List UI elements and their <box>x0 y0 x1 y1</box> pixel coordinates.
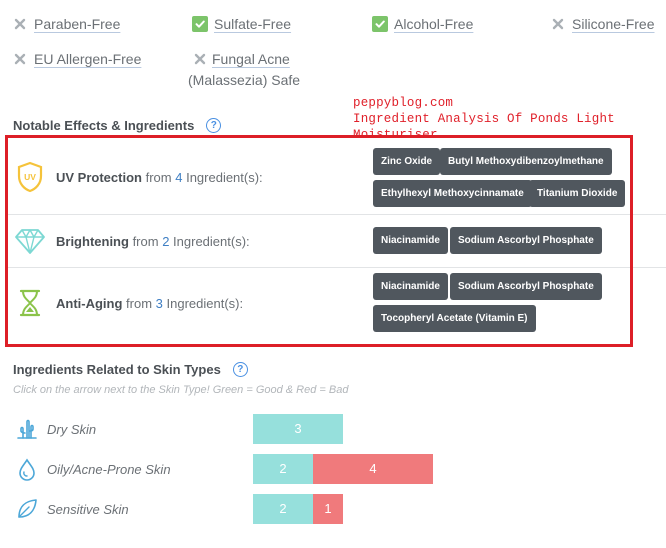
skin-type-label: Dry Skin <box>47 421 97 437</box>
skin-row-dry[interactable]: Dry Skin <box>14 416 96 442</box>
skin-row-oily[interactable]: Oily/Acne-Prone Skin <box>14 456 171 482</box>
highlight-box <box>5 135 633 347</box>
ingredient-tag[interactable]: Sodium Ascorbyl Phosphate <box>450 273 602 300</box>
watermark-line1: peppyblog.com <box>353 96 454 110</box>
notable-effects-title: Notable Effects & Ingredients ? <box>13 118 222 133</box>
effect-suffix: Ingredient(s): <box>173 233 250 249</box>
skin-type-label: Oily/Acne-Prone Skin <box>47 461 171 477</box>
check-icon <box>372 16 388 32</box>
good-count-bar[interactable]: 2 <box>253 494 313 524</box>
skin-types-hint: Click on the arrow next to the Skin Type… <box>13 384 349 396</box>
ingredient-tag[interactable]: Sodium Ascorbyl Phosphate <box>450 227 602 254</box>
ingredient-tag[interactable]: Ethylhexyl Methoxycinnamate <box>373 180 532 207</box>
cactus-icon <box>14 416 40 442</box>
x-icon <box>192 51 208 67</box>
free-of-label[interactable]: Alcohol-Free <box>394 16 474 32</box>
free-of-label[interactable]: EU Allergen-Free <box>34 51 142 67</box>
effect-count[interactable]: 4 <box>175 169 183 185</box>
effect-suffix: Ingredient(s): <box>186 169 263 185</box>
free-of-item-silicone: Silicone-Free <box>550 14 654 35</box>
row-divider <box>8 214 666 215</box>
diamond-icon <box>14 225 46 257</box>
effect-description: Anti-Aging from 3 Ingredient(s): <box>56 296 243 311</box>
svg-text:UV: UV <box>24 172 36 182</box>
effect-name: UV Protection <box>56 169 142 185</box>
free-of-label-line2[interactable]: (Malassezia) Safe <box>188 72 301 88</box>
free-of-item-paraben: Paraben-Free <box>12 14 120 35</box>
effect-from: from <box>145 169 172 185</box>
droplet-icon <box>14 456 40 482</box>
effect-description: Brightening from 2 Ingredient(s): <box>56 234 250 249</box>
row-divider <box>8 267 666 268</box>
leaf-icon <box>14 496 40 522</box>
effect-suffix: Ingredient(s): <box>166 295 244 311</box>
watermark: peppyblog.com Ingredient Analysis Of Pon… <box>353 95 666 143</box>
free-of-label[interactable]: Silicone-Free <box>572 16 655 32</box>
check-icon <box>192 16 208 32</box>
effect-row-brightening: Brightening from 2 Ingredient(s): <box>14 225 250 257</box>
help-icon[interactable]: ? <box>206 118 222 133</box>
effect-from: from <box>132 233 159 249</box>
skin-types-title-text: Ingredients Related to Skin Types <box>13 362 221 377</box>
skin-types-title: Ingredients Related to Skin Types ? <box>13 362 248 377</box>
ingredient-tag[interactable]: Zinc Oxide <box>373 148 441 175</box>
effect-name: Brightening <box>56 233 129 249</box>
effect-row-anti-aging: Anti-Aging from 3 Ingredient(s): <box>14 287 243 319</box>
free-of-item-eu-allergen: EU Allergen-Free <box>12 49 141 70</box>
x-icon <box>12 51 28 67</box>
uv-shield-icon: UV <box>14 161 46 193</box>
help-icon[interactable]: ? <box>232 362 248 377</box>
ingredient-tag[interactable]: Niacinamide <box>373 273 448 300</box>
effect-from: from <box>126 295 153 311</box>
skin-row-sensitive[interactable]: Sensitive Skin <box>14 496 129 522</box>
notable-effects-title-text: Notable Effects & Ingredients <box>13 118 195 133</box>
ingredient-tag[interactable]: Niacinamide <box>373 227 448 254</box>
good-count-bar[interactable]: 3 <box>253 414 343 444</box>
hourglass-icon <box>14 287 46 319</box>
free-of-label[interactable]: Paraben-Free <box>34 16 121 32</box>
free-of-label[interactable]: Sulfate-Free <box>214 16 292 32</box>
effect-row-uv-protection: UV UV Protection from 4 Ingredient(s): <box>14 161 263 193</box>
good-count-bar[interactable]: 2 <box>253 454 313 484</box>
effect-name: Anti-Aging <box>56 295 123 311</box>
bad-count-bar[interactable]: 1 <box>313 494 343 524</box>
ingredient-tag[interactable]: Titanium Dioxide <box>529 180 626 207</box>
x-icon <box>12 16 28 32</box>
effect-count[interactable]: 2 <box>162 233 170 249</box>
skin-type-label: Sensitive Skin <box>47 501 129 517</box>
free-of-item-alcohol: Alcohol-Free <box>372 14 473 35</box>
free-of-item-fungal-acne: Fungal Acne (Malassezia) Safe <box>188 49 300 91</box>
free-of-item-sulfate: Sulfate-Free <box>192 14 291 35</box>
x-icon <box>550 16 566 32</box>
ingredient-tag[interactable]: Tocopheryl Acetate (Vitamin E) <box>373 305 536 332</box>
ingredient-tag[interactable]: Butyl Methoxydibenzoylmethane <box>440 148 612 175</box>
effect-description: UV Protection from 4 Ingredient(s): <box>56 170 263 185</box>
free-of-label-line1[interactable]: Fungal Acne <box>212 51 290 67</box>
effect-count[interactable]: 3 <box>155 295 163 311</box>
bad-count-bar[interactable]: 4 <box>313 454 433 484</box>
